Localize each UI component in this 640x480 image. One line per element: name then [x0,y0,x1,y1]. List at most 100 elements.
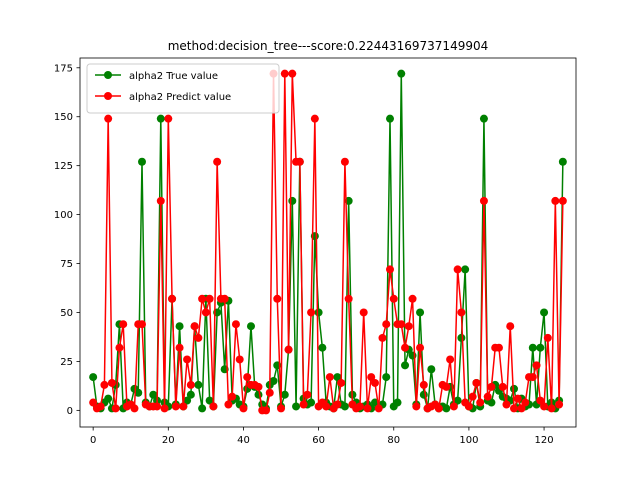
data-point [235,355,244,364]
data-point [160,404,169,413]
series-line [92,72,564,412]
data-point [96,402,105,411]
legend-label: alpha2 Predict value [129,92,231,103]
x-tick-label: 100 [459,435,478,446]
data-point [540,402,549,411]
data-point [382,320,391,329]
data-point [186,390,195,399]
data-point [393,398,402,407]
data-point [231,320,240,329]
data-point [333,373,342,382]
data-point [307,308,316,317]
y-tick-label: 175 [54,63,73,74]
data-point [427,365,436,374]
data-point [246,322,255,331]
y-tick-label: 100 [54,210,73,221]
data-point [397,320,406,329]
data-point [183,355,192,364]
data-point [325,373,334,382]
data-point [262,406,270,415]
data-point [209,402,218,411]
data-point [198,404,207,413]
data-point [510,384,518,393]
data-point [119,320,128,329]
data-point [307,398,316,407]
data-point [510,404,518,413]
data-point [314,308,323,317]
data-point [536,396,545,405]
data-point [156,196,165,205]
x-tick-label: 80 [387,435,400,446]
data-point [239,404,248,413]
data-point [224,400,233,409]
data-point [277,404,286,413]
data-point [498,382,507,391]
data-point [149,390,158,399]
y-tick-label: 50 [60,308,73,319]
data-point [558,196,567,205]
data-point [265,388,274,397]
legend-box [86,63,280,114]
data-point [198,294,207,303]
data-point [449,402,458,411]
data-point [378,333,387,342]
data-point [446,355,455,364]
data-point [322,402,331,411]
data-point [194,380,203,389]
data-point [453,265,462,274]
data-point [254,390,263,399]
y-tick-label: 0 [67,406,73,417]
legend-entry: alpha2 Predict value [95,92,231,103]
data-point [280,69,289,78]
chart-title: method:decision_tree---score:0.224431697… [168,39,489,53]
data-point [461,265,470,274]
data-point [318,343,327,352]
data-point [280,390,289,399]
data-point [359,308,368,317]
data-point [389,294,398,303]
data-point [337,378,346,387]
data-point [479,196,488,205]
x-tick-label: 60 [312,435,325,446]
data-point [175,343,184,352]
legend-marker [104,71,112,79]
data-point [367,373,376,382]
y-tick-label: 75 [60,259,73,270]
data-point [243,373,252,382]
y-tick-label: 25 [60,357,73,368]
data-point [269,377,278,385]
data-point [254,382,263,391]
data-point [521,398,530,407]
data-point [115,343,124,352]
data-point [536,343,545,352]
data-point [104,394,113,403]
data-point [130,404,139,413]
data-point [220,294,229,303]
y-tick-label: 150 [54,112,73,123]
data-point [528,343,537,352]
data-point [288,69,297,78]
data-point [558,157,567,166]
data-point [483,392,492,401]
data-point [472,378,481,387]
plot-series [89,69,567,415]
data-point [487,382,496,391]
data-point [370,378,379,387]
data-point [168,294,177,303]
data-point [104,114,113,123]
data-point [401,343,410,352]
data-point [374,404,383,413]
data-point [464,402,473,411]
data-point [340,157,349,166]
data-point [100,380,109,389]
data-point [457,333,466,342]
legend: alpha2 True value alpha2 Predict value [86,63,280,114]
data-point [540,308,549,317]
data-point [355,402,364,411]
data-point [408,294,417,303]
legend-entry: alpha2 True value [95,71,218,82]
data-point [532,361,541,370]
data-point [299,400,308,409]
data-point [138,157,146,166]
